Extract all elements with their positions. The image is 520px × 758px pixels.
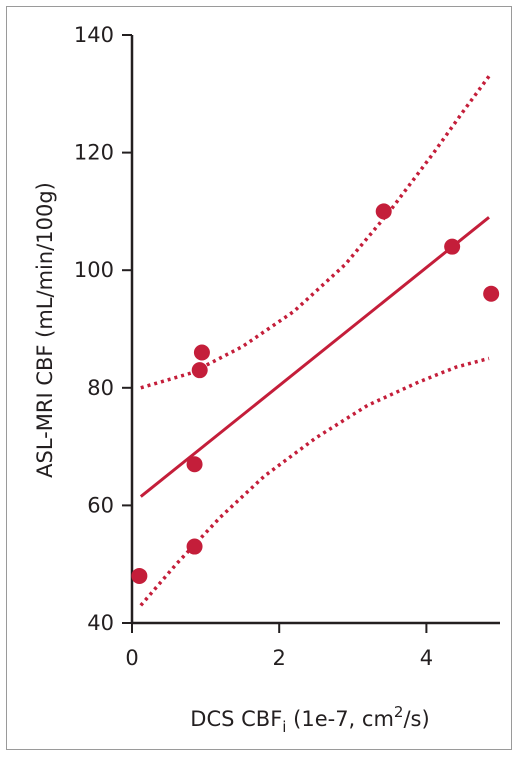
y-tick-label: 60 xyxy=(87,493,114,517)
y-ticks: 40 60 80 100 120 140 xyxy=(74,23,132,635)
regression-line xyxy=(139,216,490,498)
data-point xyxy=(191,362,208,379)
chart-frame xyxy=(6,6,512,750)
fit-curves xyxy=(139,75,491,607)
x-tick-label: 4 xyxy=(420,646,433,670)
x-tick-label: 0 xyxy=(125,646,138,670)
data-point xyxy=(375,203,392,220)
axes xyxy=(130,35,500,625)
data-point xyxy=(444,238,461,255)
data-point xyxy=(186,538,203,555)
data-point xyxy=(193,344,210,361)
data-points xyxy=(131,203,500,584)
lower-confidence-band xyxy=(139,356,490,607)
data-point xyxy=(131,567,148,584)
y-axis-label: ASL-MRI CBF (mL/min/100g) xyxy=(33,182,57,478)
y-tick-label: 100 xyxy=(74,258,114,282)
x-axis-label: DCS CBFi (1e-7, cm2/s) xyxy=(190,703,429,736)
data-point xyxy=(186,456,203,473)
y-tick-label: 40 xyxy=(87,611,114,635)
y-tick-label: 80 xyxy=(87,376,114,400)
y-tick-label: 140 xyxy=(74,23,114,47)
x-ticks: 0 2 4 xyxy=(125,623,433,670)
y-tick-label: 120 xyxy=(74,141,114,165)
x-tick-label: 2 xyxy=(273,646,286,670)
data-point xyxy=(483,285,500,302)
upper-confidence-band xyxy=(140,75,491,390)
